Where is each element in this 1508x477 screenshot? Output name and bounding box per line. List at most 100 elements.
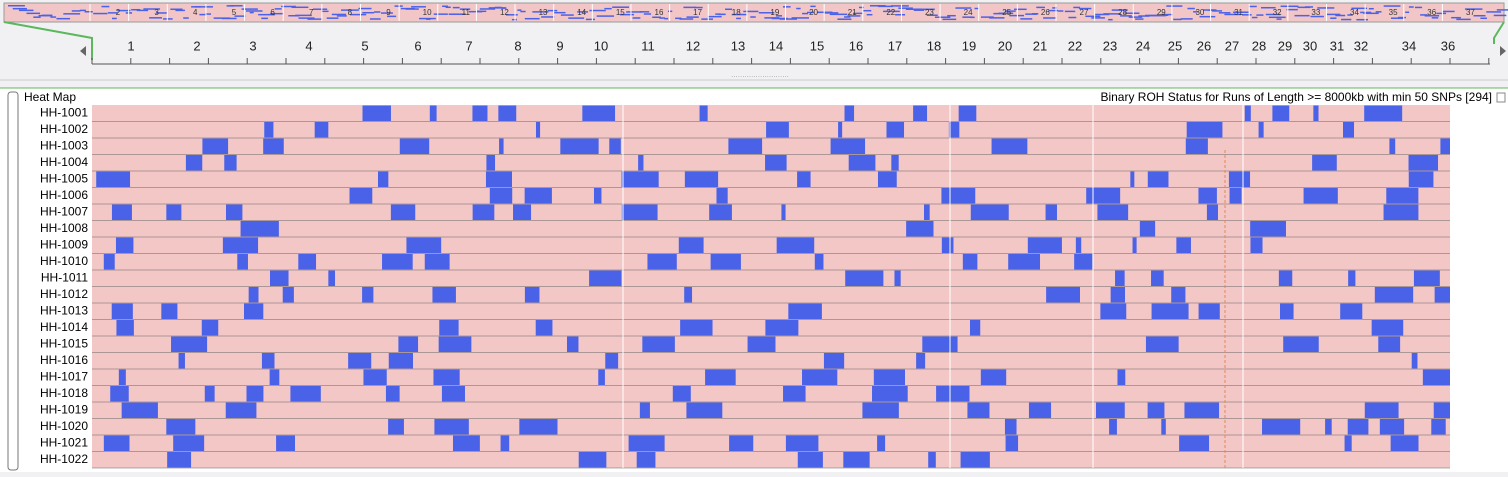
- overview-roh: [1032, 12, 1039, 15]
- roh-segment: [941, 188, 976, 204]
- overview-roh: [307, 18, 323, 20]
- overview-roh: [844, 16, 851, 18]
- overview-roh: [131, 8, 141, 11]
- sample-label[interactable]: HH-1005: [40, 171, 88, 185]
- scroll-left[interactable]: [80, 46, 86, 56]
- overview-roh: [1286, 8, 1298, 11]
- scroll-right[interactable]: [1500, 46, 1506, 56]
- roh-segment: [96, 171, 131, 187]
- roh-segment: [485, 171, 513, 187]
- sample-label[interactable]: HH-1021: [40, 435, 88, 449]
- roh-segment: [201, 320, 219, 336]
- sample-label[interactable]: HH-1022: [40, 452, 88, 466]
- overview-roh: [878, 5, 893, 8]
- sample-label[interactable]: HH-1019: [40, 402, 88, 416]
- roh-segment: [1431, 419, 1446, 435]
- overview-roh: [71, 10, 81, 12]
- roh-segment: [513, 204, 532, 220]
- overview-roh: [1420, 14, 1428, 16]
- overview-roh: [560, 14, 574, 16]
- overview-roh: [56, 17, 71, 20]
- sample-label[interactable]: HH-1016: [40, 353, 88, 367]
- roh-segment: [362, 105, 391, 121]
- roh-segment: [261, 353, 275, 369]
- ruler-label: 9: [556, 38, 563, 53]
- sample-label[interactable]: HH-1015: [40, 336, 88, 350]
- roh-segment: [1364, 402, 1399, 418]
- overview-label: 24: [964, 8, 973, 17]
- overview-roh: [369, 18, 381, 20]
- sample-label[interactable]: HH-1001: [40, 105, 88, 119]
- overview-roh: [1120, 15, 1132, 17]
- roh-segment: [524, 188, 552, 204]
- roh-segment: [1046, 287, 1081, 303]
- ruler-label: 24: [1136, 38, 1150, 53]
- ruler-label: 34: [1402, 38, 1416, 53]
- overview-roh: [1108, 18, 1113, 21]
- roh-segment: [362, 287, 374, 303]
- sample-label[interactable]: HH-1020: [40, 419, 88, 433]
- sample-label[interactable]: HH-1017: [40, 369, 88, 383]
- overview-roh: [468, 10, 483, 13]
- overview-roh: [358, 7, 372, 10]
- roh-segment: [246, 386, 264, 402]
- overview-roh: [321, 10, 329, 13]
- sample-label[interactable]: HH-1013: [40, 303, 88, 317]
- overview-roh: [1103, 13, 1121, 15]
- roh-segment: [1383, 204, 1419, 220]
- sample-label[interactable]: HH-1007: [40, 204, 88, 218]
- overview-label: 10: [423, 8, 432, 17]
- menu-icon[interactable]: [1496, 92, 1506, 103]
- overview-roh: [1260, 6, 1276, 9]
- overview-roh: [568, 17, 585, 19]
- overview-roh: [810, 5, 816, 8]
- overview-roh: [782, 6, 791, 8]
- sample-label[interactable]: HH-1009: [40, 237, 88, 251]
- overview-roh: [1496, 9, 1508, 11]
- sample-label[interactable]: HH-1003: [40, 138, 88, 152]
- overview-label: 31: [1234, 8, 1243, 17]
- overview-roh: [1360, 11, 1372, 14]
- sample-label[interactable]: HH-1012: [40, 287, 88, 301]
- overview-roh: [643, 13, 652, 15]
- sample-label[interactable]: HH-1006: [40, 188, 88, 202]
- overview-roh: [1414, 6, 1423, 9]
- splitter-grip[interactable]: ..........................: [731, 70, 789, 79]
- overview-roh: [312, 8, 328, 10]
- overview-roh: [230, 5, 243, 7]
- overview-roh: [1248, 5, 1257, 8]
- sample-label[interactable]: HH-1011: [41, 270, 88, 284]
- overview-roh: [1135, 18, 1144, 20]
- overview-roh: [585, 18, 595, 21]
- overview-roh: [1241, 14, 1252, 16]
- ruler-label: 13: [731, 38, 745, 53]
- roh-segment: [1250, 237, 1263, 253]
- overview-roh: [847, 15, 861, 17]
- ruler-label: 22: [1068, 38, 1082, 53]
- roh-segment: [814, 254, 824, 270]
- overview-label: 30: [1195, 8, 1204, 17]
- sample-label[interactable]: HH-1008: [40, 221, 88, 235]
- overview-label: 25: [1002, 8, 1011, 17]
- sample-label[interactable]: HH-1014: [40, 320, 88, 334]
- overview-roh: [1335, 14, 1346, 17]
- roh-segment: [823, 353, 845, 369]
- overview-roh: [1351, 7, 1368, 10]
- roh-segment: [766, 122, 789, 138]
- overview-roh: [1124, 12, 1140, 14]
- sample-label[interactable]: HH-1018: [40, 386, 88, 400]
- overview-roh: [1052, 7, 1057, 9]
- roh-segment: [111, 303, 133, 319]
- overview-roh: [890, 5, 909, 7]
- overview-label: 9: [386, 8, 391, 17]
- sample-label[interactable]: HH-1004: [40, 155, 88, 169]
- overview-label: 13: [539, 8, 548, 17]
- overview-roh: [274, 8, 282, 10]
- sample-label[interactable]: HH-1010: [40, 254, 88, 268]
- overview-roh: [79, 9, 86, 12]
- overview-roh: [520, 10, 526, 13]
- ruler-label: 17: [888, 38, 902, 53]
- roh-segment: [686, 402, 723, 418]
- roh-segment: [498, 105, 517, 121]
- sample-label[interactable]: HH-1002: [40, 122, 88, 136]
